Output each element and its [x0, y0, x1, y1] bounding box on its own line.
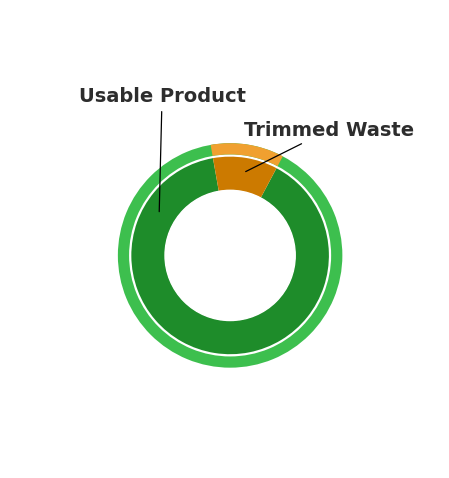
Wedge shape: [211, 143, 283, 166]
Wedge shape: [118, 143, 342, 368]
Wedge shape: [132, 158, 329, 354]
Circle shape: [165, 190, 295, 321]
Text: Trimmed Waste: Trimmed Waste: [243, 121, 414, 172]
Text: Usable Product: Usable Product: [79, 87, 246, 212]
Wedge shape: [213, 157, 277, 198]
